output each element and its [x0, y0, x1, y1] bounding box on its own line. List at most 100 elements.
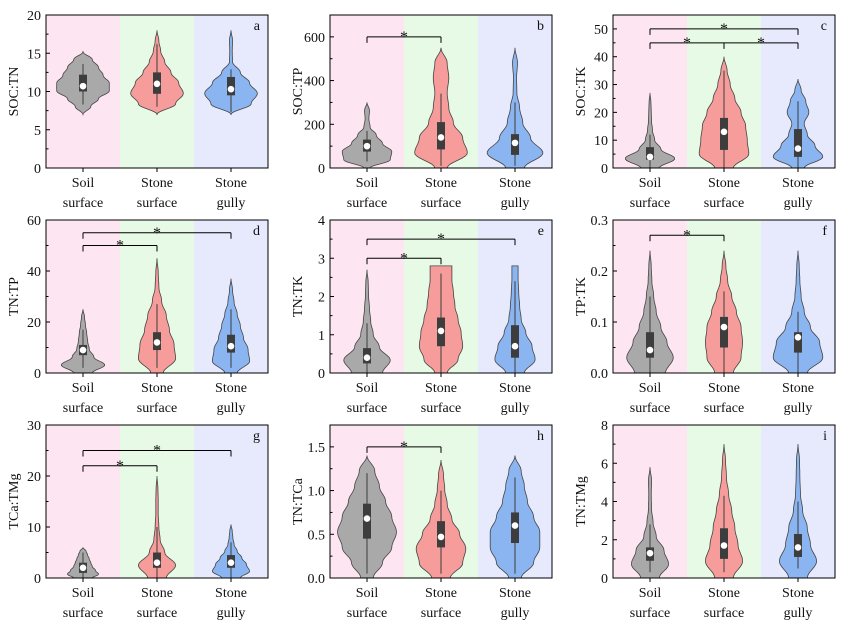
y-axis-label: TN:TMg	[574, 476, 589, 527]
x-tick-label: Stone	[782, 586, 814, 601]
median-point	[720, 323, 728, 331]
x-tick-label: surface	[704, 196, 744, 211]
x-tick-label: Stone	[425, 176, 457, 191]
y-tick-label: 0	[34, 367, 41, 382]
significance-star: *	[116, 458, 124, 475]
y-tick-label: 0	[601, 162, 608, 177]
x-tick-label: surface	[63, 196, 103, 211]
y-axis-label: SOC:TK	[574, 67, 589, 117]
x-tick-label: Stone	[141, 586, 173, 601]
median-point	[646, 153, 654, 161]
y-tick-label: 4	[318, 214, 325, 229]
y-tick-label: 1.5	[308, 441, 326, 456]
median-point	[153, 559, 161, 566]
median-point	[363, 142, 371, 150]
y-axis-label: TP:TK	[574, 277, 589, 316]
y-tick-label: 1	[318, 329, 325, 344]
median-point	[794, 145, 802, 152]
x-tick-label: surface	[63, 606, 103, 621]
y-tick-label: 10	[594, 134, 608, 149]
significance-star: *	[400, 250, 408, 267]
box-iqr	[511, 325, 519, 358]
x-tick-label: Stone	[708, 176, 740, 191]
significance-star: *	[400, 439, 408, 456]
x-tick-label: Stone	[708, 586, 740, 601]
panel-letter: b	[537, 19, 544, 34]
y-tick-label: 0.0	[308, 572, 326, 587]
x-tick-label: Soil	[356, 176, 379, 191]
x-tick-label: Soil	[72, 176, 95, 191]
panel-letter: f	[822, 224, 827, 239]
x-tick-label: Stone	[141, 176, 173, 191]
y-tick-label: 0.0	[591, 367, 609, 382]
x-tick-label: gully	[217, 196, 246, 211]
y-tick-label: 30	[594, 79, 608, 94]
panel-letter: a	[254, 19, 261, 34]
x-tick-label: surface	[137, 606, 177, 621]
x-tick-label: surface	[630, 606, 670, 621]
y-tick-label: 0	[318, 162, 325, 177]
median-point	[794, 334, 802, 341]
box-iqr	[794, 129, 802, 157]
y-tick-label: 20	[27, 316, 41, 331]
box-iqr	[794, 332, 802, 353]
y-tick-label: 20	[27, 470, 41, 485]
panel-b: 0 200 400 600 Soil surface Stone surface Stone gu…	[291, 14, 553, 211]
y-tick-label: 60	[27, 214, 41, 229]
x-tick-label: gully	[501, 196, 530, 211]
median-point	[227, 85, 235, 93]
x-tick-label: Soil	[72, 381, 95, 396]
x-tick-label: Soil	[639, 586, 662, 601]
x-tick-label: Stone	[141, 381, 173, 396]
median-point	[79, 82, 87, 90]
significance-star: *	[683, 227, 691, 244]
x-tick-label: surface	[347, 196, 387, 211]
median-point	[153, 339, 161, 346]
median-point	[227, 559, 235, 566]
box-iqr	[646, 332, 654, 358]
x-tick-label: gully	[784, 196, 813, 211]
median-point	[437, 327, 445, 335]
y-tick-label: 40	[594, 51, 608, 66]
violin	[343, 269, 391, 374]
y-axis-label: TN:TP	[7, 277, 22, 316]
y-tick-label: 1.0	[308, 485, 326, 500]
x-tick-label: surface	[421, 196, 461, 211]
y-tick-label: 0.2	[591, 265, 609, 280]
box-iqr	[646, 147, 654, 160]
x-tick-label: surface	[704, 606, 744, 621]
y-tick-label: 0.5	[308, 528, 326, 543]
x-tick-label: surface	[63, 401, 103, 416]
y-axis-label: TN:TCa	[291, 477, 306, 524]
median-point	[794, 544, 802, 551]
y-tick-label: 0	[34, 572, 41, 587]
y-tick-label: 0.1	[591, 316, 609, 331]
panel-letter: g	[253, 429, 260, 444]
y-axis-label: SOC:TP	[291, 68, 306, 116]
x-tick-label: gully	[217, 401, 246, 416]
x-tick-label: surface	[137, 401, 177, 416]
panel-a: 0 5 10 15 20 Soil surface Stone surface Stone gull…	[7, 9, 269, 211]
panel-letter: d	[253, 224, 260, 239]
x-tick-label: gully	[501, 606, 530, 621]
median-point	[437, 134, 445, 141]
significance-star: *	[437, 231, 445, 248]
x-tick-label: surface	[137, 196, 177, 211]
panel-d: 0 20 40 60 Soil surface Stone surface Stone gully…	[7, 214, 269, 416]
significance-star: *	[400, 29, 408, 46]
y-tick-label: 0	[318, 367, 325, 382]
x-tick-label: gully	[217, 606, 246, 621]
significance-star: *	[153, 225, 161, 242]
panel-f: 0.0 0.1 0.2 0.3 Soil surface Stone surface Stone…	[574, 214, 836, 416]
median-point	[153, 80, 161, 88]
x-tick-label: gully	[501, 401, 530, 416]
median-point	[363, 515, 371, 522]
y-tick-label: 5	[34, 124, 41, 139]
x-tick-label: Stone	[499, 381, 531, 396]
x-tick-label: Stone	[782, 381, 814, 396]
x-tick-label: surface	[630, 196, 670, 211]
median-point	[363, 354, 371, 362]
panel-g: 0 10 20 30 Soil surface Stone surface Stone gully…	[7, 419, 269, 621]
median-point	[79, 564, 87, 572]
y-tick-label: 0.3	[591, 214, 609, 229]
